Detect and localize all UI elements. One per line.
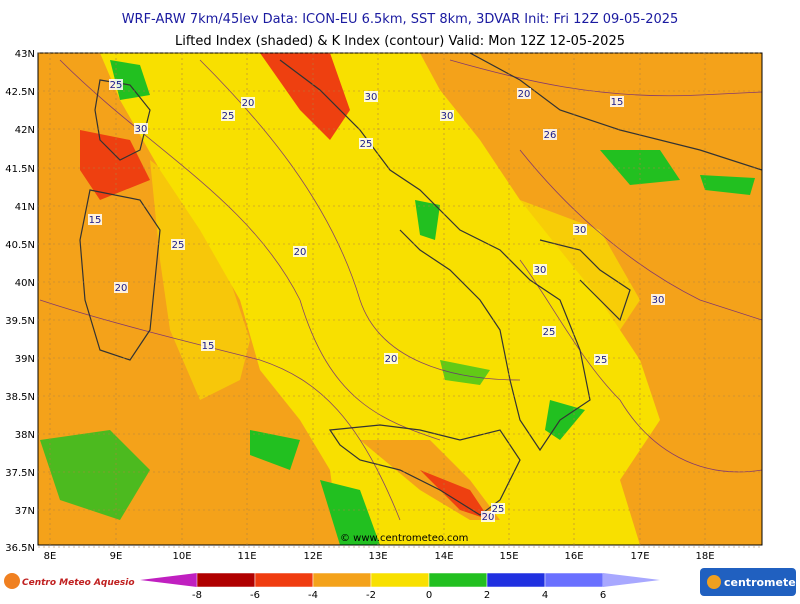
contour-label: 15: [202, 341, 215, 352]
contour-label: 20: [294, 247, 307, 258]
colorbar-segment: [486, 572, 546, 588]
colorbar-right-end: [603, 573, 660, 587]
lon-label: 18E: [695, 551, 714, 562]
contour-label-bg: [440, 110, 454, 121]
lat-label: 37N: [15, 506, 35, 517]
contour-label-bg: [114, 282, 128, 293]
contour-label: 30: [652, 295, 665, 306]
map-field: [38, 53, 762, 545]
colorbar-tick-label: -2: [366, 590, 376, 600]
contour-label-bg: [364, 91, 378, 102]
contour-label: 30: [574, 225, 587, 236]
lat-label: 37.5N: [5, 468, 35, 479]
lon-label: 13E: [368, 551, 387, 562]
lat-label: 39.5N: [5, 316, 35, 327]
lat-label: 43N: [15, 49, 35, 60]
lon-label: 9E: [110, 551, 123, 562]
contour-label: 25: [360, 139, 373, 150]
colorbar-segment: [544, 572, 604, 588]
contour-label: 25: [222, 111, 235, 122]
contour-label: 30: [441, 111, 454, 122]
colorbar-tick-label: 4: [542, 590, 548, 600]
colorbar-segment: [428, 572, 488, 588]
contour-label-bg: [384, 353, 398, 364]
contour-label-bg: [241, 97, 255, 108]
lat-label: 38N: [15, 430, 35, 441]
lat-label: 42.5N: [5, 87, 35, 98]
contour-label-bg: [109, 79, 123, 90]
contour-label-bg: [491, 503, 505, 514]
colorbar-tick-label: 0: [426, 590, 432, 600]
contour-label-bg: [201, 340, 215, 351]
lat-label: 40.5N: [5, 240, 35, 251]
contour-label: 25: [543, 327, 556, 338]
contour-label-bg: [594, 354, 608, 365]
lat-label: 39N: [15, 354, 35, 365]
lon-label: 11E: [237, 551, 256, 562]
contour-label: 30: [365, 92, 378, 103]
contour-label: 25: [110, 80, 123, 91]
lat-label: 41N: [15, 202, 35, 213]
contour-label-bg: [651, 294, 665, 305]
contour-label: 20: [385, 354, 398, 365]
lat-label: 40N: [15, 278, 35, 289]
colorbar-tick-label: -6: [250, 590, 260, 600]
logo-left-icon: [4, 573, 20, 589]
contour-label: 20: [242, 98, 255, 109]
lat-label: 36.5N: [5, 543, 35, 554]
colorbar-segment: [370, 572, 430, 588]
lon-label: 8E: [44, 551, 57, 562]
logo-right-box: [700, 568, 796, 596]
logo-left: Centro Meteo Aquesio: [22, 578, 135, 588]
header-title: WRF-ARW 7km/45lev Data: ICON-EU 6.5km, S…: [122, 12, 679, 27]
contour-label-bg: [88, 214, 102, 225]
contour-label-bg: [573, 224, 587, 235]
contour-label: 20: [115, 283, 128, 294]
contour-label: 25: [492, 504, 505, 515]
contour-label: 20: [482, 512, 495, 523]
lat-label: 41.5N: [5, 164, 35, 175]
contour-label-bg: [359, 138, 373, 149]
colorbar-segment: [196, 572, 256, 588]
watermark: © www.centrometeo.com: [340, 533, 468, 544]
lat-label: 38.5N: [5, 392, 35, 403]
lon-label: 16E: [564, 551, 583, 562]
logo-right-icon: [707, 575, 721, 589]
contour-label-bg: [171, 239, 185, 250]
colorbar-tick-label: -8: [192, 590, 202, 600]
colorbar-left-end: [140, 573, 197, 587]
contour-label: 15: [89, 215, 102, 226]
colorbar-segment: [312, 572, 372, 588]
logo-right: centrometeo: [724, 576, 800, 589]
lon-label: 14E: [434, 551, 453, 562]
contour-label-bg: [542, 326, 556, 337]
colorbar-segment: [254, 572, 314, 588]
contour-label-bg: [533, 264, 547, 275]
header-subtitle: Lifted Index (shaded) & K Index (contour…: [175, 34, 625, 49]
lon-label: 10E: [172, 551, 191, 562]
contour-label-bg: [293, 246, 307, 257]
colorbar-tick-label: -4: [308, 590, 318, 600]
contour-label: 30: [534, 265, 547, 276]
lon-label: 17E: [630, 551, 649, 562]
contour-label: 15: [611, 97, 624, 108]
colorbar-tick-label: 6: [600, 590, 606, 600]
contour-label: 25: [595, 355, 608, 366]
contour-label: 26: [544, 130, 557, 141]
lon-label: 15E: [499, 551, 518, 562]
contour-label-bg: [543, 129, 557, 140]
contour-label-bg: [134, 123, 148, 134]
contour-label-bg: [610, 96, 624, 107]
lon-label: 12E: [303, 551, 322, 562]
colorbar-tick-label: 2: [484, 590, 490, 600]
contour-label: 25: [172, 240, 185, 251]
contour-label-bg: [221, 110, 235, 121]
logo-left-box: [2, 566, 132, 596]
contour-label: 30: [135, 124, 148, 135]
lat-label: 42N: [15, 125, 35, 136]
contour-label-bg: [481, 511, 495, 522]
contour-label: 20: [518, 89, 531, 100]
contour-label-bg: [517, 88, 531, 99]
